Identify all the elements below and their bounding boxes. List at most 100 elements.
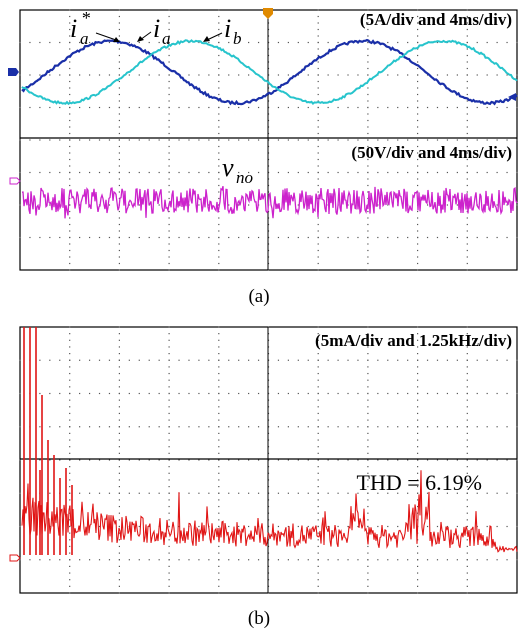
grid-dot xyxy=(377,426,379,428)
grid-dot xyxy=(138,492,140,494)
grid-dot xyxy=(218,333,220,335)
grid-dot xyxy=(307,236,309,239)
grid-dot xyxy=(417,67,419,70)
grid-dot xyxy=(118,426,120,428)
trigger-marker-a xyxy=(263,8,273,19)
grid-dot xyxy=(118,592,120,594)
grid-dot xyxy=(297,171,299,174)
grid-dot xyxy=(218,87,220,89)
grid-dot xyxy=(188,492,190,494)
grid-dot xyxy=(466,22,468,24)
grid-dot xyxy=(69,119,71,122)
grid-dot xyxy=(168,419,170,421)
grid-dot xyxy=(516,492,518,494)
grid-dot xyxy=(496,204,498,206)
grid-dot xyxy=(69,113,71,115)
grid-dot xyxy=(108,171,111,174)
grid-dot xyxy=(486,525,488,528)
grid-dot xyxy=(168,236,170,239)
grid-dot xyxy=(88,492,91,494)
grid-dot xyxy=(218,41,220,44)
grid-dot xyxy=(417,505,419,508)
grid-dot xyxy=(417,359,419,361)
grid-dot xyxy=(367,243,369,245)
grid-dot xyxy=(69,472,71,474)
grid-dot xyxy=(357,459,359,461)
grid-dot xyxy=(88,204,91,206)
grid-dot xyxy=(506,204,508,206)
grid-dot xyxy=(496,236,498,239)
grid-dot xyxy=(476,236,478,239)
grid-dot xyxy=(317,379,319,381)
grid-dot xyxy=(69,217,71,219)
grid-dot xyxy=(238,459,240,461)
grid-dot xyxy=(168,505,170,508)
grid-dot xyxy=(337,559,339,561)
grid-dot xyxy=(357,492,359,494)
grid-dot xyxy=(118,9,120,11)
grid-dot xyxy=(347,139,349,141)
grid-dot xyxy=(138,426,140,428)
grid-dot xyxy=(158,392,160,395)
grid-dot xyxy=(168,223,170,226)
grid-dot xyxy=(168,326,170,328)
grid-dot xyxy=(327,459,329,461)
grid-dot xyxy=(367,472,369,474)
grid-dot xyxy=(218,152,220,154)
grid-dot xyxy=(69,256,71,258)
grid-dot xyxy=(257,106,260,109)
grid-dot xyxy=(228,41,230,44)
grid-dot xyxy=(69,15,71,18)
grid-dot xyxy=(198,106,200,109)
grid-dot xyxy=(397,492,399,494)
grid-dot xyxy=(486,139,488,141)
grid-dot xyxy=(357,426,359,428)
grid-dot xyxy=(367,492,369,494)
grid-dot xyxy=(397,106,399,109)
grid-dot xyxy=(317,9,319,11)
grid-dot xyxy=(29,559,31,561)
grid-dot xyxy=(287,459,289,461)
grid-dot xyxy=(168,359,170,361)
grid-dot xyxy=(118,54,120,57)
grid-dot xyxy=(417,426,419,428)
grid-dot xyxy=(39,426,41,428)
grid-dot xyxy=(486,392,488,395)
caption-a: (a) xyxy=(248,286,269,307)
grid-dot xyxy=(138,236,140,239)
grid-dot xyxy=(218,479,220,481)
grid-dot xyxy=(69,379,71,381)
grid-dot xyxy=(257,359,260,361)
grid-dot xyxy=(69,22,71,24)
grid-dot xyxy=(417,326,419,328)
grid-dot xyxy=(307,74,309,76)
grid-dot xyxy=(218,230,220,232)
grid-dot xyxy=(168,333,170,335)
grid-dot xyxy=(118,392,120,395)
grid-dot xyxy=(248,492,250,494)
grid-dot xyxy=(88,41,91,44)
grid-dot xyxy=(466,41,468,44)
grid-dot xyxy=(79,236,81,239)
grid-dot xyxy=(168,439,170,441)
grid-dot xyxy=(168,22,170,24)
grid-dot xyxy=(118,61,120,63)
grid-dot xyxy=(317,126,319,128)
grid-dot xyxy=(317,426,319,428)
grid-dot xyxy=(79,392,81,395)
grid-dot xyxy=(257,392,260,395)
grid-dot xyxy=(168,539,170,541)
grid-dot xyxy=(466,466,468,468)
grid-dot xyxy=(446,171,449,174)
grid-dot xyxy=(407,459,409,461)
grid-dot xyxy=(218,236,220,239)
grid-dot xyxy=(69,366,71,368)
grid-dot xyxy=(59,559,61,561)
grid-dot xyxy=(407,74,409,76)
grid-dot xyxy=(29,171,31,174)
grid-dot xyxy=(417,432,419,434)
grid-dot xyxy=(69,197,71,200)
grid-dot xyxy=(466,459,468,461)
grid-dot xyxy=(118,492,120,494)
grid-dot xyxy=(367,406,369,408)
